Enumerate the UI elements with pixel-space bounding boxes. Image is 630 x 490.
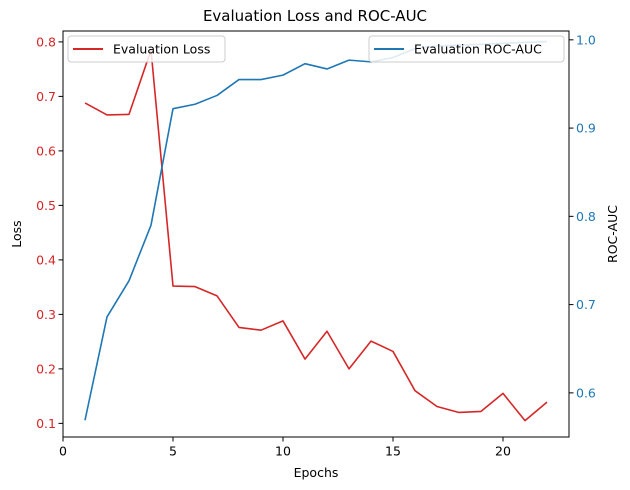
x-axis-ticks: 0 5 10 15 20: [59, 437, 511, 459]
plot-frame: [62, 30, 570, 438]
y-right-tick-label: 0.6: [576, 385, 596, 400]
legend-roc-auc: Evaluation ROC-AUC: [368, 35, 565, 63]
x-axis-label: Epochs: [294, 465, 339, 480]
legend-loss-box: [67, 35, 226, 63]
y-left-tick-label: 0.7: [36, 89, 56, 104]
legend-roc-auc-label: Evaluation ROC-AUC: [414, 42, 542, 57]
y-right-tick-label: 0.7: [576, 297, 596, 312]
y-left-tick-label: 0.6: [36, 143, 56, 158]
x-tick-label: 15: [385, 444, 401, 459]
x-tick-label: 10: [275, 444, 291, 459]
y-left-tick-label: 0.2: [36, 361, 56, 376]
plot-border: [62, 30, 570, 438]
y-right-tick-label: 0.9: [576, 121, 596, 136]
x-tick-label: 20: [495, 444, 511, 459]
legend-roc-auc-box: [368, 35, 565, 63]
y-right-axis-label: ROC-AUC: [605, 205, 620, 263]
y-right-tick-label: 1.0: [576, 32, 596, 47]
y-left-tick-label: 0.5: [36, 198, 56, 213]
y-left-tick-label: 0.1: [36, 416, 56, 431]
legend-loss-label: Evaluation Loss: [113, 42, 210, 57]
y-left-tick-label: 0.3: [36, 307, 56, 322]
y-left-tick-label: 0.4: [36, 252, 56, 267]
y-right-axis-ticks: 0.6 0.7 0.8 0.9 1.0: [569, 32, 596, 400]
y-right-tick-label: 0.8: [576, 209, 596, 224]
y-left-axis-label: Loss: [9, 220, 24, 247]
y-left-axis-ticks: 0.1 0.2 0.3 0.4 0.5 0.6 0.7 0.8: [36, 34, 63, 431]
x-tick-label: 0: [59, 444, 67, 459]
chart-title: Evaluation Loss and ROC-AUC: [203, 7, 427, 25]
legend-loss: Evaluation Loss: [67, 35, 226, 63]
x-tick-label: 5: [169, 444, 177, 459]
y-left-tick-label: 0.8: [36, 34, 56, 49]
